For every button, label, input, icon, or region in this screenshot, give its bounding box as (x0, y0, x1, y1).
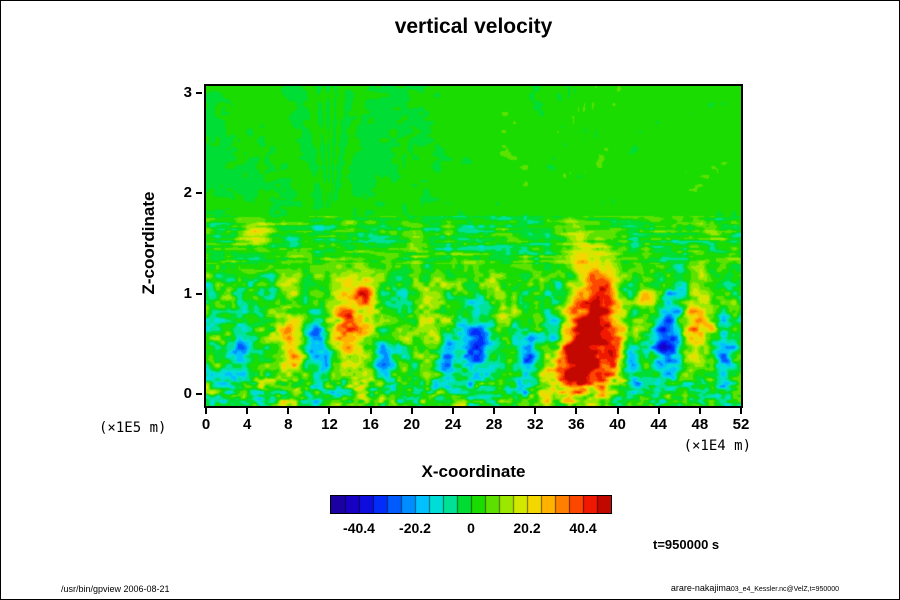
x-axis-unit: (×1E4 m) (683, 438, 751, 454)
x-tick-label: 52 (732, 416, 750, 433)
y-tick-mark (196, 392, 202, 395)
y-axis-label: Z-coordinate (139, 191, 158, 295)
x-tick-label: 36 (568, 416, 585, 433)
colorbar-frame (330, 495, 612, 514)
colorbar-tick-label: 20.2 (513, 520, 541, 536)
x-tick-mark (410, 408, 413, 414)
x-tick-mark (698, 408, 701, 414)
x-tick-label: 20 (403, 416, 421, 433)
footer-program-stamp: /usr/bin/gpview 2006-08-21 (61, 584, 170, 594)
y-tick-mark (196, 192, 202, 195)
x-tick-mark (616, 408, 619, 414)
x-tick-label: 0 (201, 416, 211, 433)
colorbar-canvas (331, 496, 611, 513)
x-tick-mark (451, 408, 454, 414)
x-tick-label: 4 (242, 416, 252, 433)
x-tick-label: 40 (609, 416, 626, 433)
x-tick-mark (740, 408, 742, 414)
x-tick-label: 24 (444, 416, 462, 433)
x-tick-label: 8 (284, 416, 293, 433)
x-axis-label: X-coordinate (421, 462, 526, 481)
heatmap-canvas (206, 86, 741, 406)
footer-file-sub: 03_e4_Kessler.nc@VelZ,t=950000 (730, 586, 839, 593)
x-tick-label: 48 (691, 416, 709, 433)
x-tick-mark (493, 408, 496, 414)
y-tick-label: 1 (183, 284, 192, 302)
footer-file-stamp: arare-nakajima03_e4_Kessler.nc@VelZ,t=95… (611, 583, 839, 593)
y-tick-label: 0 (183, 384, 192, 402)
x-tick-label: 44 (650, 416, 668, 433)
x-tick-mark (657, 408, 660, 414)
y-tick-label: 2 (183, 184, 192, 202)
y-tick-label: 3 (183, 84, 192, 102)
chart-title: vertical velocity (394, 15, 553, 38)
y-axis-unit: (×1E5 m) (99, 420, 167, 436)
time-annotation: t=950000 s (653, 537, 720, 552)
x-tick-mark (328, 408, 331, 414)
x-tick-mark (287, 408, 290, 414)
colorbar-tick-label: -40.4 (343, 520, 375, 536)
x-tick-mark (369, 408, 372, 414)
colorbar-tick-label: 40.4 (569, 520, 597, 536)
x-tick-label: 12 (321, 416, 338, 433)
x-tick-label: 28 (485, 416, 503, 433)
x-tick-mark (205, 408, 207, 414)
x-tick-mark (575, 408, 578, 414)
x-tick-label: 32 (526, 416, 544, 433)
x-tick-mark (534, 408, 537, 414)
footer-file-main: arare-nakajima (670, 583, 731, 593)
colorbar-tick-label: 0 (467, 520, 475, 536)
colorbar-tick-label: -20.2 (399, 520, 431, 536)
x-tick-label: 16 (362, 416, 379, 433)
y-tick-mark (196, 92, 202, 95)
x-tick-mark (246, 408, 249, 414)
y-tick-mark (196, 292, 202, 295)
